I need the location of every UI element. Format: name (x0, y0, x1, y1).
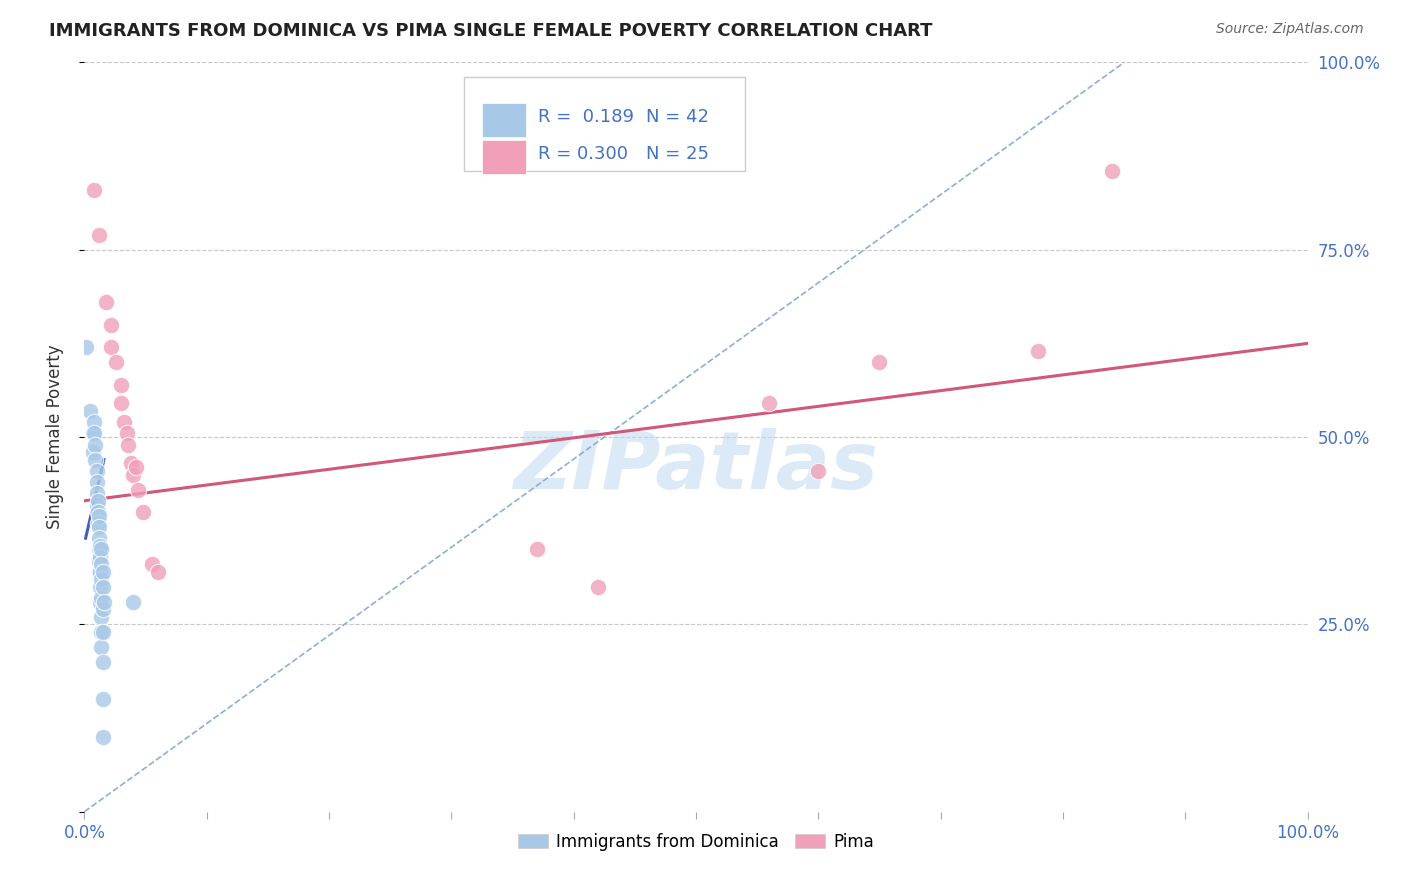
Point (141, 558, 163, 572)
Point (87, 531, 110, 545)
Text: N = 25: N = 25 (645, 145, 709, 163)
Y-axis label: Single Female Poverty: Single Female Poverty (45, 345, 63, 529)
Text: Source: ZipAtlas.com: Source: ZipAtlas.com (1216, 22, 1364, 37)
Point (90, 640, 112, 654)
Point (115, 426, 138, 441)
FancyBboxPatch shape (482, 140, 526, 174)
Point (807, 464, 830, 478)
Point (82, 426, 104, 441)
Point (86, 498, 108, 512)
Point (83, 183, 105, 197)
Point (117, 437, 139, 451)
Point (87, 516, 110, 531)
Point (82, 445, 104, 459)
Point (112, 415, 135, 429)
Point (90, 624, 112, 639)
Point (90, 542, 112, 557)
Point (87, 505, 110, 519)
Point (87, 554, 110, 568)
Point (90, 573, 112, 587)
Point (100, 318, 122, 332)
Point (89, 549, 111, 564)
Point (83, 415, 105, 429)
Point (87, 565, 110, 579)
Point (89, 580, 111, 594)
Text: IMMIGRANTS FROM DOMINICA VS PIMA SINGLE FEMALE POVERTY CORRELATION CHART: IMMIGRANTS FROM DOMINICA VS PIMA SINGLE … (49, 22, 932, 40)
Point (526, 542, 548, 557)
Point (91, 602, 114, 616)
Point (127, 483, 149, 497)
Point (87, 508, 110, 523)
FancyBboxPatch shape (464, 78, 745, 171)
FancyBboxPatch shape (482, 103, 526, 137)
Point (86, 486, 108, 500)
Legend: Immigrants from Dominica, Pima: Immigrants from Dominica, Pima (510, 826, 882, 857)
Point (122, 467, 145, 482)
Point (90, 558, 112, 572)
Point (586, 580, 609, 594)
Point (91, 565, 114, 579)
Point (91, 692, 114, 706)
Point (1028, 343, 1050, 358)
Point (869, 355, 891, 369)
Point (91, 624, 114, 639)
Point (90, 610, 112, 624)
Point (87, 520, 110, 534)
Point (96, 295, 118, 310)
Point (1101, 164, 1123, 178)
Text: R = 0.300: R = 0.300 (538, 145, 628, 163)
Point (83, 426, 105, 441)
Point (120, 456, 142, 470)
Text: N = 42: N = 42 (645, 108, 709, 127)
Point (110, 396, 132, 410)
Point (89, 595, 111, 609)
Point (89, 565, 111, 579)
Point (105, 355, 128, 369)
Point (84, 437, 107, 451)
Point (132, 505, 155, 519)
Point (75, 340, 97, 354)
Point (91, 655, 114, 669)
Point (79, 404, 101, 418)
Text: R =  0.189: R = 0.189 (538, 108, 634, 127)
Point (91, 730, 114, 744)
Point (122, 595, 145, 609)
Point (87, 227, 110, 242)
Point (125, 460, 148, 475)
Point (758, 396, 780, 410)
Point (100, 340, 122, 354)
Point (86, 464, 108, 478)
Point (90, 591, 112, 606)
Point (84, 452, 107, 467)
Point (110, 377, 132, 392)
Point (87, 542, 110, 557)
Text: ZIPatlas: ZIPatlas (513, 428, 879, 506)
Point (93, 595, 115, 609)
Point (87, 493, 110, 508)
Point (91, 580, 114, 594)
Point (86, 475, 108, 489)
Point (146, 565, 169, 579)
Point (89, 539, 111, 553)
